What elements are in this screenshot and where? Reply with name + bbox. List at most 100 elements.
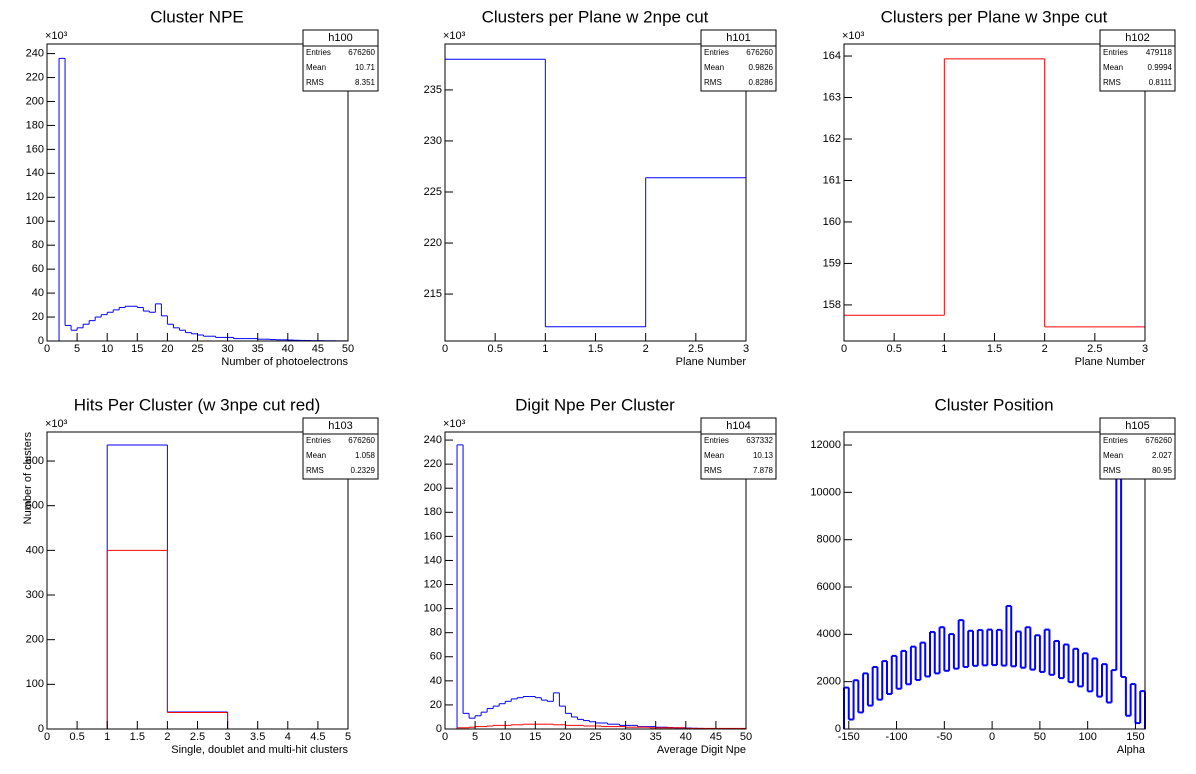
stats-label: Entries [1103, 48, 1128, 57]
chart-title: Clusters per Plane w 3npe cut [881, 7, 1108, 26]
stats-value: 0.2329 [351, 466, 376, 475]
chart-title: Hits Per Cluster (w 3npe cut red) [74, 395, 321, 414]
stats-value: 2.027 [1152, 451, 1173, 460]
histogram-series [47, 57, 349, 342]
x-axis-label: Alpha [1117, 744, 1146, 756]
x-tick-label: 10 [499, 731, 511, 743]
x-tick-label: 4.5 [310, 731, 325, 743]
x-tick-label: 30 [619, 731, 631, 743]
x-tick-label: 0.5 [69, 731, 84, 743]
y-tick-label: 161 [823, 174, 841, 186]
y-tick-label: 215 [424, 288, 442, 300]
x-tick-label: 1 [542, 343, 548, 355]
x-tick-label: 15 [131, 343, 143, 355]
y-tick-label: 80 [32, 239, 44, 251]
x-tick-label: 15 [529, 731, 541, 743]
stats-value: 8.351 [355, 78, 376, 87]
stats-value: 10.71 [355, 63, 376, 72]
y-tick-label: 160 [823, 216, 841, 228]
histogram-series [445, 723, 747, 730]
x-axis-label: Single, doublet and multi-hit clusters [171, 744, 348, 756]
x-tick-label: 2.5 [688, 343, 703, 355]
stats-value: 0.9994 [1148, 63, 1173, 72]
stats-label: Entries [306, 48, 331, 57]
y-tick-label: 240 [424, 434, 442, 446]
x-tick-label: -100 [886, 731, 908, 743]
y-tick-label: 20 [430, 699, 442, 711]
chart-title: Clusters per Plane w 2npe cut [482, 7, 709, 26]
x-axis-label: Plane Number [676, 356, 747, 368]
stats-value: 0.9826 [749, 63, 774, 72]
y-tick-label: 162 [823, 133, 841, 145]
x-tick-label: 2 [643, 343, 649, 355]
stats-label: Entries [1103, 436, 1128, 445]
stats-label: Mean [704, 451, 724, 460]
stats-name: h103 [328, 420, 352, 432]
x-tick-label: -150 [838, 731, 860, 743]
x-tick-label: 2.5 [1087, 343, 1102, 355]
stats-box [1099, 29, 1176, 92]
x-axis-label: Plane Number [1075, 356, 1146, 368]
y-tick-label: 4000 [817, 628, 841, 640]
y-tick-label: 8000 [817, 534, 841, 546]
y-tick-label: 80 [430, 627, 442, 639]
x-tick-label: 10 [101, 343, 113, 355]
y-tick-label: 163 [823, 91, 841, 103]
stats-name: h100 [328, 32, 352, 44]
y-tick-label: 225 [424, 186, 442, 198]
x-tick-label: 50 [740, 731, 752, 743]
y-tick-label: 220 [424, 237, 442, 249]
y-tick-label: 180 [424, 506, 442, 518]
x-tick-label: 20 [559, 731, 571, 743]
y-tick-label: 400 [26, 544, 44, 556]
x-tick-label: 50 [1034, 731, 1046, 743]
stats-label: Mean [1103, 63, 1123, 72]
y-tick-label: 0 [835, 723, 841, 735]
x-tick-label: 35 [252, 343, 264, 355]
x-tick-label: 2 [1042, 343, 1048, 355]
stats-value: 676260 [746, 48, 773, 57]
x-tick-label: 0 [442, 343, 448, 355]
y-tick-label: 100 [424, 603, 442, 615]
y-axis-label: Number of clusters [22, 432, 34, 525]
stats-value: 80.95 [1152, 466, 1173, 475]
stats-label: Mean [1103, 451, 1123, 460]
y-tick-label: 0 [38, 723, 44, 735]
y-tick-label: 240 [26, 47, 44, 59]
y-tick-label: 0 [436, 723, 442, 735]
stats-label: Entries [704, 436, 729, 445]
stats-name: h105 [1125, 420, 1149, 432]
x-tick-label: 4 [285, 731, 291, 743]
y-tick-label: 159 [823, 257, 841, 269]
y-tick-label: 200 [26, 95, 44, 107]
x-tick-label: 0 [841, 343, 847, 355]
x-tick-label: 2 [164, 731, 170, 743]
x-tick-label: 1 [104, 731, 110, 743]
histogram-series [843, 477, 1146, 729]
x-tick-label: 1.5 [588, 343, 603, 355]
stats-value: 0.8111 [1149, 78, 1173, 87]
stats-label: RMS [704, 466, 722, 475]
y-exponent: ×10³ [842, 30, 865, 42]
chart-title: Cluster Position [934, 395, 1053, 414]
y-exponent: ×10³ [45, 418, 68, 430]
stats-label: RMS [306, 466, 324, 475]
x-tick-label: 0 [44, 731, 50, 743]
y-tick-label: 220 [26, 71, 44, 83]
x-tick-label: 0.5 [488, 343, 503, 355]
chart-title: Digit Npe Per Cluster [515, 395, 675, 414]
stats-label: RMS [306, 78, 324, 87]
stats-box [1099, 417, 1176, 480]
stats-value: 0.8286 [749, 78, 774, 87]
stats-label: Mean [306, 63, 326, 72]
x-tick-label: 5 [472, 731, 478, 743]
x-tick-label: 40 [282, 343, 294, 355]
stats-value: 479118 [1146, 48, 1173, 57]
x-tick-label: 20 [161, 343, 173, 355]
x-tick-label: 100 [1078, 731, 1096, 743]
stats-value: 637332 [746, 436, 773, 445]
y-tick-label: 6000 [817, 581, 841, 593]
y-exponent: ×10³ [45, 30, 68, 42]
x-tick-label: 50 [342, 343, 354, 355]
